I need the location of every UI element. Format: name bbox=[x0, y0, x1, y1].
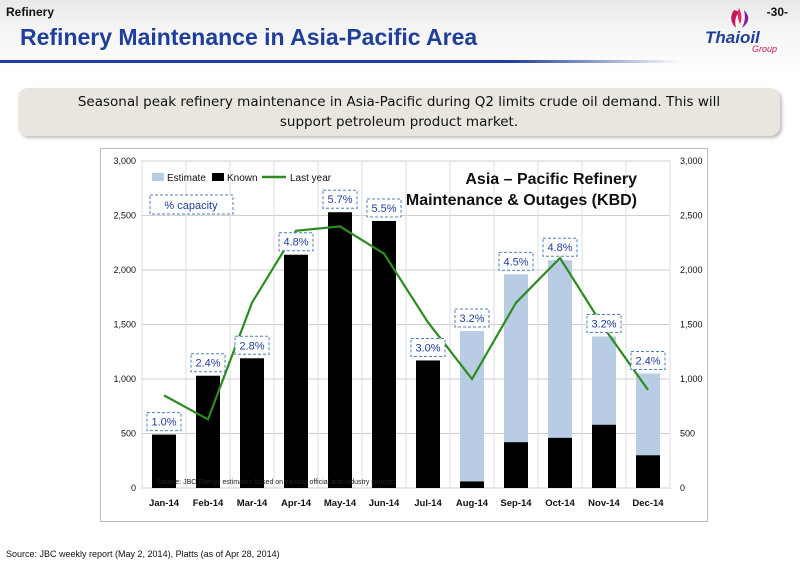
legend-label-known: Known bbox=[227, 173, 258, 184]
last-year-series bbox=[163, 225, 649, 421]
bar-known bbox=[548, 437, 572, 488]
capacity-label: 5.5% bbox=[371, 203, 396, 215]
capacity-labels: 1.0% 2.4% 2.8% 4.8% 5.7% 5.5% 3.0% 3.2% 4.5% 4.8%… bbox=[146, 189, 666, 432]
capacity-label-box bbox=[410, 337, 446, 357]
thaioil-logo-icon bbox=[731, 8, 749, 28]
capacity-label: 3.2% bbox=[459, 313, 484, 325]
bar-estimate bbox=[460, 331, 484, 488]
chart-title-line2: Maintenance & Outages (KBD) bbox=[406, 192, 637, 209]
y-tick-label-left: 3,000 bbox=[113, 156, 136, 166]
capacity-label: 3.0% bbox=[415, 342, 440, 354]
capacity-label: 4.8% bbox=[547, 242, 572, 254]
logo-wordmark: Thaioil bbox=[705, 28, 760, 47]
legend-swatch-known bbox=[212, 173, 224, 181]
capacity-label-box bbox=[146, 412, 182, 432]
summary-callout: Seasonal peak refinery maintenance in As… bbox=[18, 88, 780, 136]
chart-frame bbox=[100, 148, 708, 522]
footer-source: Source: JBC weekly report (May 2, 2014),… bbox=[6, 549, 280, 559]
bar-known bbox=[416, 360, 440, 488]
capacity-label-box bbox=[586, 313, 622, 333]
y-tick-label-left: 2,000 bbox=[113, 265, 136, 275]
capacity-label: 4.8% bbox=[283, 237, 308, 249]
x-tick-label: Jul-14 bbox=[414, 498, 442, 509]
bar-known bbox=[152, 434, 176, 488]
y-tick-label-left: 1,500 bbox=[113, 320, 136, 330]
legend-swatch-estimate bbox=[152, 173, 164, 181]
x-tick-label: Sep-14 bbox=[500, 498, 532, 509]
capacity-label-box bbox=[234, 335, 270, 355]
legend: Estimate Known Last year bbox=[152, 173, 332, 184]
capacity-label: 2.4% bbox=[635, 356, 660, 368]
x-tick-label: Apr-14 bbox=[281, 498, 312, 509]
y-tick-label-right: 0 bbox=[680, 483, 685, 493]
bar-known bbox=[460, 481, 484, 488]
x-tick-label: Mar-14 bbox=[237, 498, 268, 509]
capacity-label-box bbox=[454, 308, 490, 328]
y-tick-label-left: 1,000 bbox=[113, 374, 136, 384]
y-tick-label-right: 2,500 bbox=[680, 211, 703, 221]
page-number: -30- bbox=[766, 5, 788, 19]
y-tick-label-left: 2,500 bbox=[113, 211, 136, 221]
capacity-label: 4.5% bbox=[503, 256, 528, 268]
y-tick-label-right: 1,500 bbox=[680, 320, 703, 330]
chart-title-line1: Asia – Pacific Refinery bbox=[465, 171, 637, 188]
y-tick-label-left: 500 bbox=[121, 429, 136, 439]
capacity-label-box bbox=[630, 351, 666, 371]
capacity-header-box bbox=[149, 194, 234, 215]
y-tick-label-left: 0 bbox=[131, 483, 136, 493]
y-tick-label-right: 3,000 bbox=[680, 156, 703, 166]
x-tick-label: Jun-14 bbox=[369, 498, 400, 509]
bar-known bbox=[284, 254, 308, 488]
chart-source-note: Source: JBC Energy estimates based on va… bbox=[157, 479, 396, 486]
gridlines bbox=[141, 160, 671, 489]
title-underline bbox=[0, 60, 680, 63]
last-year-line bbox=[163, 225, 649, 421]
capacity-label-box bbox=[190, 353, 226, 373]
x-tick-label: Aug-14 bbox=[456, 498, 489, 509]
capacity-label: 2.8% bbox=[239, 340, 264, 352]
bar-known bbox=[240, 358, 264, 488]
capacity-label-box bbox=[366, 198, 402, 218]
y-tick-label-right: 500 bbox=[680, 429, 695, 439]
capacity-label-box bbox=[498, 251, 534, 271]
capacity-label-box bbox=[542, 237, 578, 257]
capacity-header: % capacity bbox=[164, 200, 218, 212]
capacity-label: 2.4% bbox=[195, 358, 220, 370]
bar-known bbox=[636, 455, 660, 488]
x-tick-label: Oct-14 bbox=[545, 498, 575, 509]
header-bar bbox=[0, 0, 800, 76]
bar-known bbox=[592, 424, 616, 488]
x-tick-label: Jan-14 bbox=[149, 498, 180, 509]
capacity-label-box bbox=[278, 232, 314, 252]
x-axis: Jan-14 Feb-14 Mar-14 Apr-14 May-14 Jun-14 Jul-… bbox=[149, 498, 664, 509]
capacity-label: 3.2% bbox=[591, 318, 616, 330]
bar-known bbox=[196, 375, 220, 488]
bar-known bbox=[328, 212, 352, 489]
summary-text: Seasonal peak refinery maintenance in As… bbox=[77, 94, 721, 130]
bar-known bbox=[504, 442, 528, 488]
x-tick-label: May-14 bbox=[324, 498, 357, 509]
bars bbox=[152, 212, 660, 489]
y-tick-label-right: 2,000 bbox=[680, 265, 703, 275]
x-tick-label: Feb-14 bbox=[193, 498, 224, 509]
y-tick-label-right: 1,000 bbox=[680, 374, 703, 384]
section-label: Refinery bbox=[6, 5, 55, 19]
page-title: Refinery Maintenance in Asia-Pacific Are… bbox=[20, 24, 478, 50]
y-axis-left: 0 500 1,000 1,500 2,000 2,500 3,000 bbox=[113, 156, 136, 493]
x-tick-label: Nov-14 bbox=[588, 498, 620, 509]
capacity-label: 1.0% bbox=[151, 417, 176, 429]
capacity-label-box bbox=[322, 189, 358, 209]
x-tick-label: Dec-14 bbox=[632, 498, 664, 509]
logo-subtext: Group bbox=[752, 44, 778, 54]
y-axis-right: 0 500 1,000 1,500 2,000 2,500 3,000 bbox=[680, 156, 703, 493]
legend-label-last-year: Last year bbox=[290, 173, 332, 184]
capacity-label: 5.7% bbox=[327, 194, 352, 206]
bar-known bbox=[372, 220, 396, 488]
legend-label-estimate: Estimate bbox=[167, 173, 206, 184]
